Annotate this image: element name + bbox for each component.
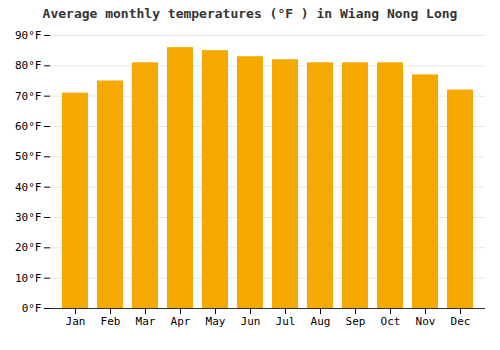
svg-text:50°F: 50°F <box>15 150 42 163</box>
svg-text:20°F: 20°F <box>15 241 42 254</box>
svg-text:May: May <box>206 315 226 328</box>
svg-text:Jan: Jan <box>66 315 86 328</box>
svg-text:80°F: 80°F <box>15 59 42 72</box>
svg-text:10°F: 10°F <box>15 272 42 285</box>
svg-text:Aug: Aug <box>311 315 331 328</box>
svg-text:70°F: 70°F <box>15 90 42 103</box>
svg-text:Dec: Dec <box>451 315 471 328</box>
svg-text:90°F: 90°F <box>15 29 42 42</box>
svg-text:30°F: 30°F <box>15 211 42 224</box>
svg-text:Sep: Sep <box>346 315 366 328</box>
svg-text:Oct: Oct <box>381 315 401 328</box>
svg-text:Feb: Feb <box>101 315 121 328</box>
svg-text:Apr: Apr <box>171 315 191 328</box>
svg-text:Nov: Nov <box>416 315 436 328</box>
svg-text:Jun: Jun <box>241 315 261 328</box>
svg-text:Jul: Jul <box>276 315 296 328</box>
svg-text:60°F: 60°F <box>15 120 42 133</box>
svg-text:0°F: 0°F <box>22 302 42 315</box>
svg-text:Mar: Mar <box>136 315 156 328</box>
html-text:Average monthly temperatures (: Average monthly temperatures (°F ) in Wi… <box>42 6 458 21</box>
svg-text:40°F: 40°F <box>15 181 42 194</box>
